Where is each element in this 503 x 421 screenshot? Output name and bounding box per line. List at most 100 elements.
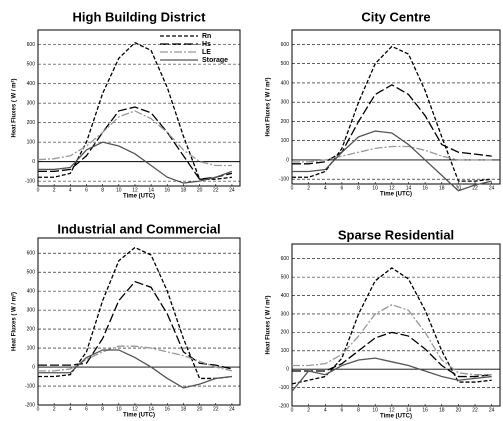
y-tick-label: 300 bbox=[27, 307, 36, 313]
x-tick-label: 20 bbox=[197, 406, 203, 412]
y-tick-label: 0 bbox=[32, 159, 35, 165]
y-tick-label: 100 bbox=[27, 345, 36, 351]
x-tick-label: 0 bbox=[291, 407, 294, 413]
series-line bbox=[292, 130, 492, 192]
x-tick-label: 8 bbox=[101, 406, 104, 412]
x-tick-label: 10 bbox=[372, 407, 378, 413]
series-line bbox=[292, 45, 492, 182]
y-tick-label: 600 bbox=[281, 256, 290, 262]
x-tick-label: 6 bbox=[341, 407, 344, 413]
panel-title: Sparse Residential bbox=[338, 227, 454, 242]
y-tick-label: 300 bbox=[27, 100, 36, 106]
x-tick-label: 8 bbox=[357, 185, 360, 191]
y-tick-label: -100 bbox=[279, 177, 289, 183]
x-tick-label: 12 bbox=[389, 185, 395, 191]
plot-frame bbox=[291, 243, 501, 407]
series-line bbox=[38, 106, 233, 180]
series-line bbox=[291, 357, 492, 392]
panel: Industrial and Commercial -200 -100 0 100 200… bbox=[11, 221, 241, 419]
x-tick-label: 14 bbox=[406, 407, 412, 413]
x-tick-label: 2 bbox=[307, 407, 310, 413]
y-tick-label: 200 bbox=[27, 326, 36, 332]
x-tick-label: 24 bbox=[489, 407, 495, 413]
series-line bbox=[38, 246, 232, 380]
x-tick-label: 2 bbox=[53, 187, 56, 193]
series-line bbox=[291, 267, 492, 385]
x-tick-label: 10 bbox=[116, 406, 122, 412]
panel-title: Industrial and Commercial bbox=[57, 221, 220, 236]
panel-title: City Centre bbox=[361, 9, 430, 24]
plot-frame bbox=[37, 29, 241, 187]
x-tick-label: 6 bbox=[85, 187, 88, 193]
y-tick-label: 600 bbox=[27, 251, 36, 257]
x-tick-label: 14 bbox=[148, 406, 154, 412]
series-line bbox=[38, 349, 232, 389]
x-tick-label: 0 bbox=[37, 187, 40, 193]
y-tick-label: 600 bbox=[281, 42, 290, 48]
y-tick-label: -100 bbox=[279, 385, 289, 391]
x-tick-label: 16 bbox=[422, 407, 428, 413]
x-tick-label: 2 bbox=[53, 406, 56, 412]
y-tick-label: 400 bbox=[281, 293, 290, 299]
y-tick-label: 400 bbox=[281, 80, 290, 86]
y-tick-label: 100 bbox=[27, 139, 36, 145]
y-tick-label: -100 bbox=[25, 383, 35, 389]
x-tick-label: 24 bbox=[229, 406, 235, 412]
y-tick-label: 0 bbox=[32, 364, 35, 370]
x-tick-label: 24 bbox=[489, 185, 495, 191]
series-line bbox=[38, 141, 233, 184]
series-line bbox=[292, 145, 492, 163]
panel: Sparse Residential-200-10001002003004005… bbox=[265, 227, 501, 420]
x-tick-label: 20 bbox=[456, 407, 462, 413]
series-line bbox=[292, 331, 492, 378]
legend-label: Rn bbox=[202, 33, 211, 40]
x-tick-label: 4 bbox=[324, 185, 327, 191]
x-tick-label: 4 bbox=[324, 407, 327, 413]
x-tick-label: 10 bbox=[116, 187, 122, 193]
y-axis-label: Heat Fluxes ( W / m²) bbox=[265, 295, 272, 354]
y-axis-label: Heat Fluxes ( W / m²) bbox=[11, 292, 18, 351]
y-tick-label: -200 bbox=[25, 402, 35, 408]
x-tick-label: 6 bbox=[85, 406, 88, 412]
x-tick-label: 8 bbox=[101, 187, 104, 193]
y-tick-label: 400 bbox=[27, 81, 36, 87]
x-tick-label: 18 bbox=[181, 187, 187, 193]
y-tick-label: 200 bbox=[27, 120, 36, 126]
x-tick-label: 22 bbox=[472, 185, 478, 191]
x-axis-label: Time (UTC) bbox=[123, 194, 155, 200]
panel-title: High Building District bbox=[73, 9, 207, 24]
x-tick-label: 10 bbox=[372, 185, 378, 191]
y-tick-label: 0 bbox=[286, 367, 289, 373]
plot-frame bbox=[291, 29, 501, 185]
y-axis-label: Heat Fluxes ( W / m²) bbox=[11, 78, 18, 137]
y-tick-label: 300 bbox=[281, 311, 290, 317]
x-tick-label: 24 bbox=[229, 187, 235, 193]
x-tick-label: 18 bbox=[439, 407, 445, 413]
series-line bbox=[292, 84, 492, 165]
x-tick-label: 0 bbox=[291, 185, 294, 191]
x-tick-label: 22 bbox=[213, 187, 219, 193]
x-tick-label: 8 bbox=[357, 407, 360, 413]
x-tick-label: 20 bbox=[456, 185, 462, 191]
y-tick-label: 500 bbox=[27, 61, 36, 67]
series-line bbox=[292, 304, 492, 376]
panel: High Building District-10001002003004005… bbox=[11, 9, 241, 200]
x-tick-label: 18 bbox=[181, 406, 187, 412]
x-tick-label: 20 bbox=[197, 187, 203, 193]
y-tick-label: 500 bbox=[281, 61, 290, 67]
y-tick-label: 500 bbox=[27, 269, 36, 275]
legend-label: Storage bbox=[202, 57, 228, 64]
y-tick-label: 200 bbox=[281, 119, 290, 125]
x-tick-label: 22 bbox=[472, 407, 478, 413]
y-tick-label: 600 bbox=[27, 42, 36, 48]
x-tick-label: 14 bbox=[406, 185, 412, 191]
legend-label: LE bbox=[202, 49, 211, 56]
x-axis-label: Time (UTC) bbox=[380, 192, 412, 198]
series-line bbox=[38, 41, 232, 180]
series-line bbox=[38, 345, 233, 372]
y-tick-label: 500 bbox=[281, 274, 290, 280]
y-tick-label: -200 bbox=[279, 403, 289, 409]
x-tick-label: 16 bbox=[164, 187, 170, 193]
